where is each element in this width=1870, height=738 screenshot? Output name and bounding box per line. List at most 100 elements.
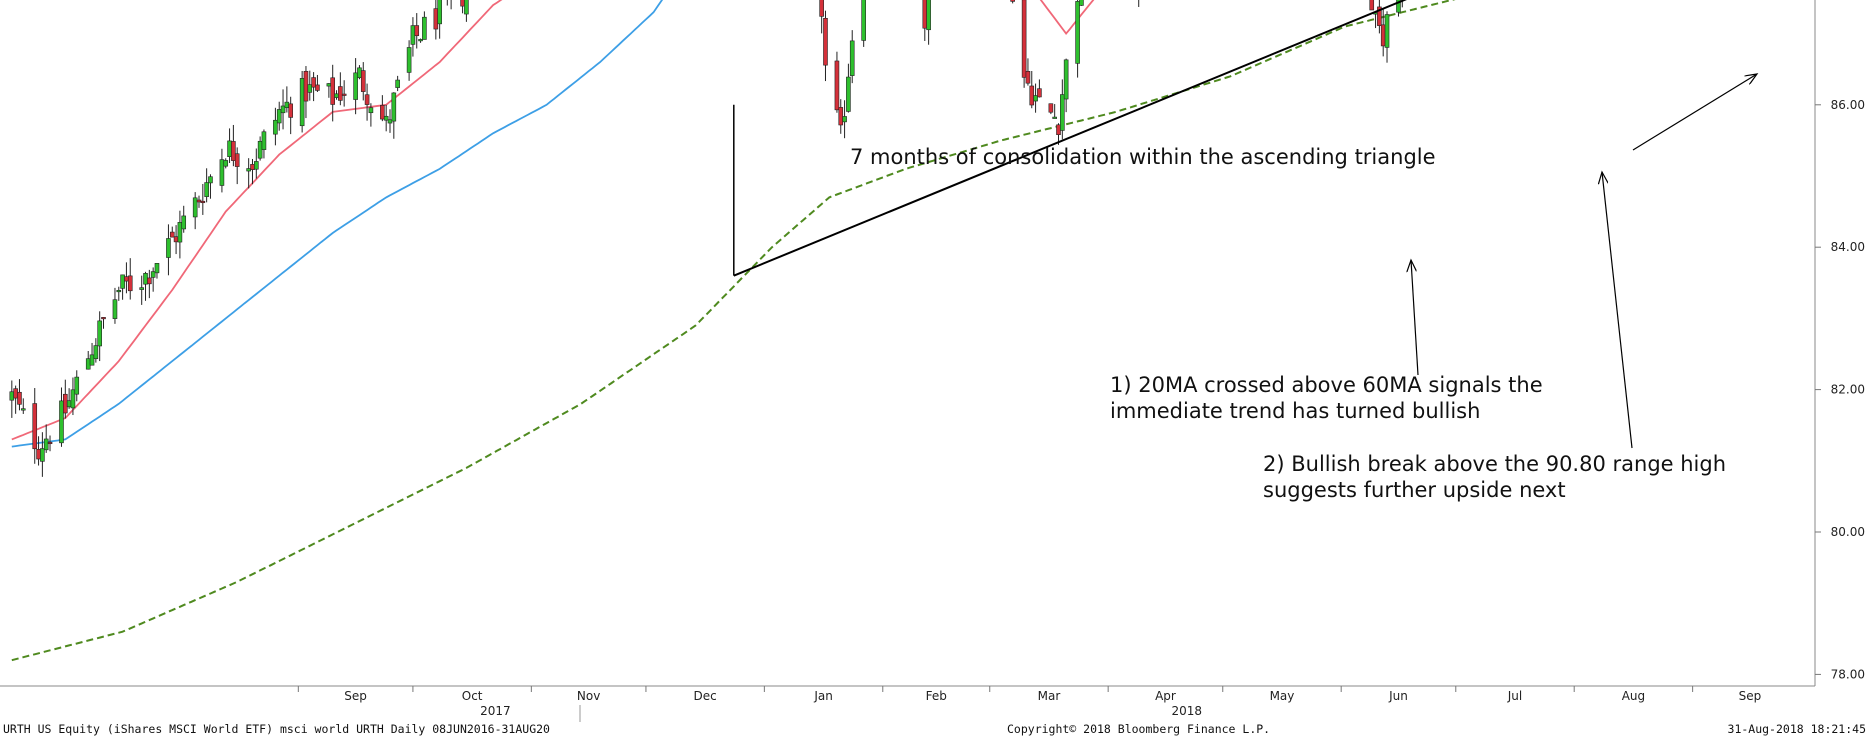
ma-cross-arrow <box>1411 260 1419 376</box>
candle-body <box>112 299 118 319</box>
candle-body <box>47 441 53 445</box>
candle-body <box>406 47 412 73</box>
candle-body <box>383 115 389 121</box>
candle-body <box>842 116 847 123</box>
candle-body <box>364 94 370 105</box>
ma-line-20ma <box>11 0 1095 441</box>
candle-body <box>1380 24 1386 47</box>
candle-body <box>97 320 102 347</box>
breakout-annotation-line2: suggests further upside next <box>1263 478 1566 502</box>
candle-body <box>66 400 72 408</box>
candle-body <box>823 17 828 66</box>
candle-body <box>40 448 45 462</box>
candle-body <box>357 67 362 79</box>
candle-body <box>849 40 855 76</box>
candle-body <box>1029 85 1035 106</box>
candle-body <box>395 79 400 88</box>
candle-body <box>284 101 290 109</box>
candle-body <box>1033 95 1038 102</box>
candle-body <box>219 159 225 186</box>
candle-body <box>1369 0 1375 11</box>
y-tick-label: 80.00 <box>1831 525 1865 539</box>
candle-body <box>1396 0 1401 13</box>
candle-body <box>922 0 928 29</box>
candle-body <box>1063 59 1069 100</box>
candle-body <box>124 276 129 282</box>
candle-body <box>204 182 209 197</box>
footer-security-info: URTH US Equity (iShares MSCI World ETF) … <box>3 722 550 736</box>
x-month-label: Mar <box>1038 689 1061 703</box>
candle-body <box>147 277 152 285</box>
candle-body <box>834 60 840 111</box>
candle-body <box>70 389 76 409</box>
candle-body <box>166 238 171 258</box>
candle-body <box>13 388 18 399</box>
candle-body <box>177 222 183 243</box>
candle-body <box>20 408 26 411</box>
x-month-label: Jul <box>1507 689 1522 703</box>
candle-body <box>32 403 38 450</box>
x-month-label: Dec <box>694 689 717 703</box>
candle-body <box>85 358 91 370</box>
candle-body <box>139 287 144 290</box>
y-tick-label: 84.00 <box>1831 240 1865 254</box>
candle-body <box>338 86 343 101</box>
moving-averages <box>11 0 1456 662</box>
candle-body <box>257 140 263 159</box>
x-month-label: Aug <box>1622 689 1645 703</box>
candle-body <box>280 105 286 114</box>
candle-body <box>410 25 416 45</box>
candle-body <box>861 0 866 41</box>
candle-body <box>143 273 148 285</box>
candle-body <box>926 0 931 31</box>
candle-body <box>838 107 844 126</box>
candle-body <box>1025 70 1031 84</box>
y-axis: 78.0080.0082.0084.0086.0088.0090.0092.00… <box>1815 98 1865 681</box>
candle-body <box>223 160 229 167</box>
candle-body <box>1056 124 1061 135</box>
candle-body <box>200 200 206 204</box>
candle-body <box>326 83 332 87</box>
candle-body <box>93 345 99 360</box>
candle-body <box>460 0 465 7</box>
candle-body <box>334 93 339 98</box>
candle-body <box>276 109 282 124</box>
candle-body <box>246 168 251 172</box>
ma-line-200ma <box>11 0 1456 662</box>
candle-body <box>227 140 232 157</box>
x-month-label: Oct <box>462 689 483 703</box>
candles-layer <box>9 0 1403 477</box>
trend-lines <box>733 0 1815 449</box>
footer-copyright: Copyright© 2018 Bloomberg Finance L.P. <box>1007 722 1270 736</box>
candle-body <box>1079 0 1084 6</box>
candle-body <box>1010 0 1015 2</box>
x-axis: Sep Oct Nov Dec Jan Feb Mar Apr May Jun Jul Aug Sep 2… <box>297 686 1761 718</box>
x-year-label: 2018 <box>1171 704 1202 718</box>
candle-body <box>1075 1 1080 64</box>
candle-body <box>846 76 851 112</box>
candle-body <box>231 141 236 161</box>
ma-cross-annotation-line2: immediate trend has turned bullish <box>1110 399 1480 423</box>
ma-line-60ma <box>11 0 664 448</box>
candle-body <box>303 70 309 102</box>
candle-body <box>1048 103 1054 113</box>
candle-body <box>464 0 469 15</box>
candle-body <box>307 84 313 93</box>
candle-body <box>299 78 305 127</box>
candle-body <box>173 236 179 243</box>
y-tick-label: 86.00 <box>1831 98 1865 112</box>
candle-body <box>261 131 267 150</box>
candle-body <box>154 263 160 274</box>
candle-body <box>181 215 187 230</box>
ascending-support-line <box>733 0 1407 277</box>
x-month-label: Jan <box>813 689 833 703</box>
candle-body <box>74 376 80 395</box>
candle-body <box>380 104 385 120</box>
x-month-label: May <box>1270 689 1295 703</box>
ma-cross-annotation-line1: 1) 20MA crossed above 60MA signals the <box>1110 373 1543 397</box>
x-month-label: Apr <box>1155 689 1176 703</box>
candle-body <box>169 231 175 238</box>
candle-body <box>192 197 198 218</box>
y-tick-label: 78.00 <box>1831 667 1865 681</box>
candle-body <box>101 317 106 320</box>
